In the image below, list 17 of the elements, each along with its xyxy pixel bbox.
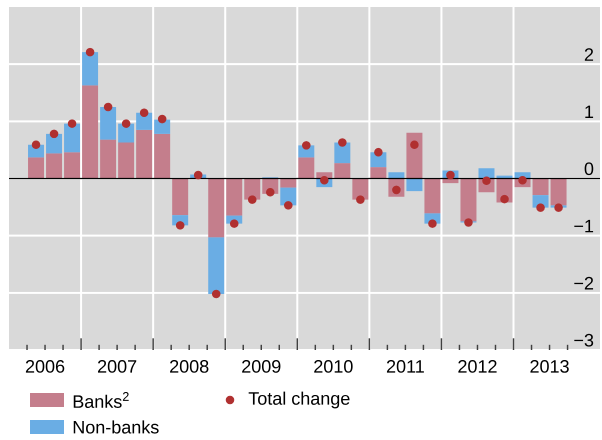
x-tick-label: 2006	[26, 360, 64, 373]
legend-label: Banks$^{2}$	[74, 392, 129, 408]
y-tick-label: 1	[585, 106, 594, 118]
x-tick-label: 2011	[386, 360, 424, 373]
x-tick-label: 2009	[242, 360, 280, 373]
legend-label: Total change	[248, 392, 350, 408]
y-tick-label: −3	[574, 334, 594, 347]
x-tick-label: 2012	[458, 360, 497, 373]
y-tick-label: 2	[584, 48, 594, 61]
y-tick-label: −2	[574, 276, 594, 290]
x-tick-label: 2010	[314, 360, 353, 373]
legend-label: Non-banks	[74, 420, 159, 434]
y-tick-label: −1	[574, 220, 594, 232]
x-tick-label: 2008	[170, 360, 208, 373]
y-tick-label: 0	[584, 162, 594, 176]
x-tick-label: 2013	[530, 360, 569, 373]
x-tick-label: 2007	[98, 360, 136, 373]
